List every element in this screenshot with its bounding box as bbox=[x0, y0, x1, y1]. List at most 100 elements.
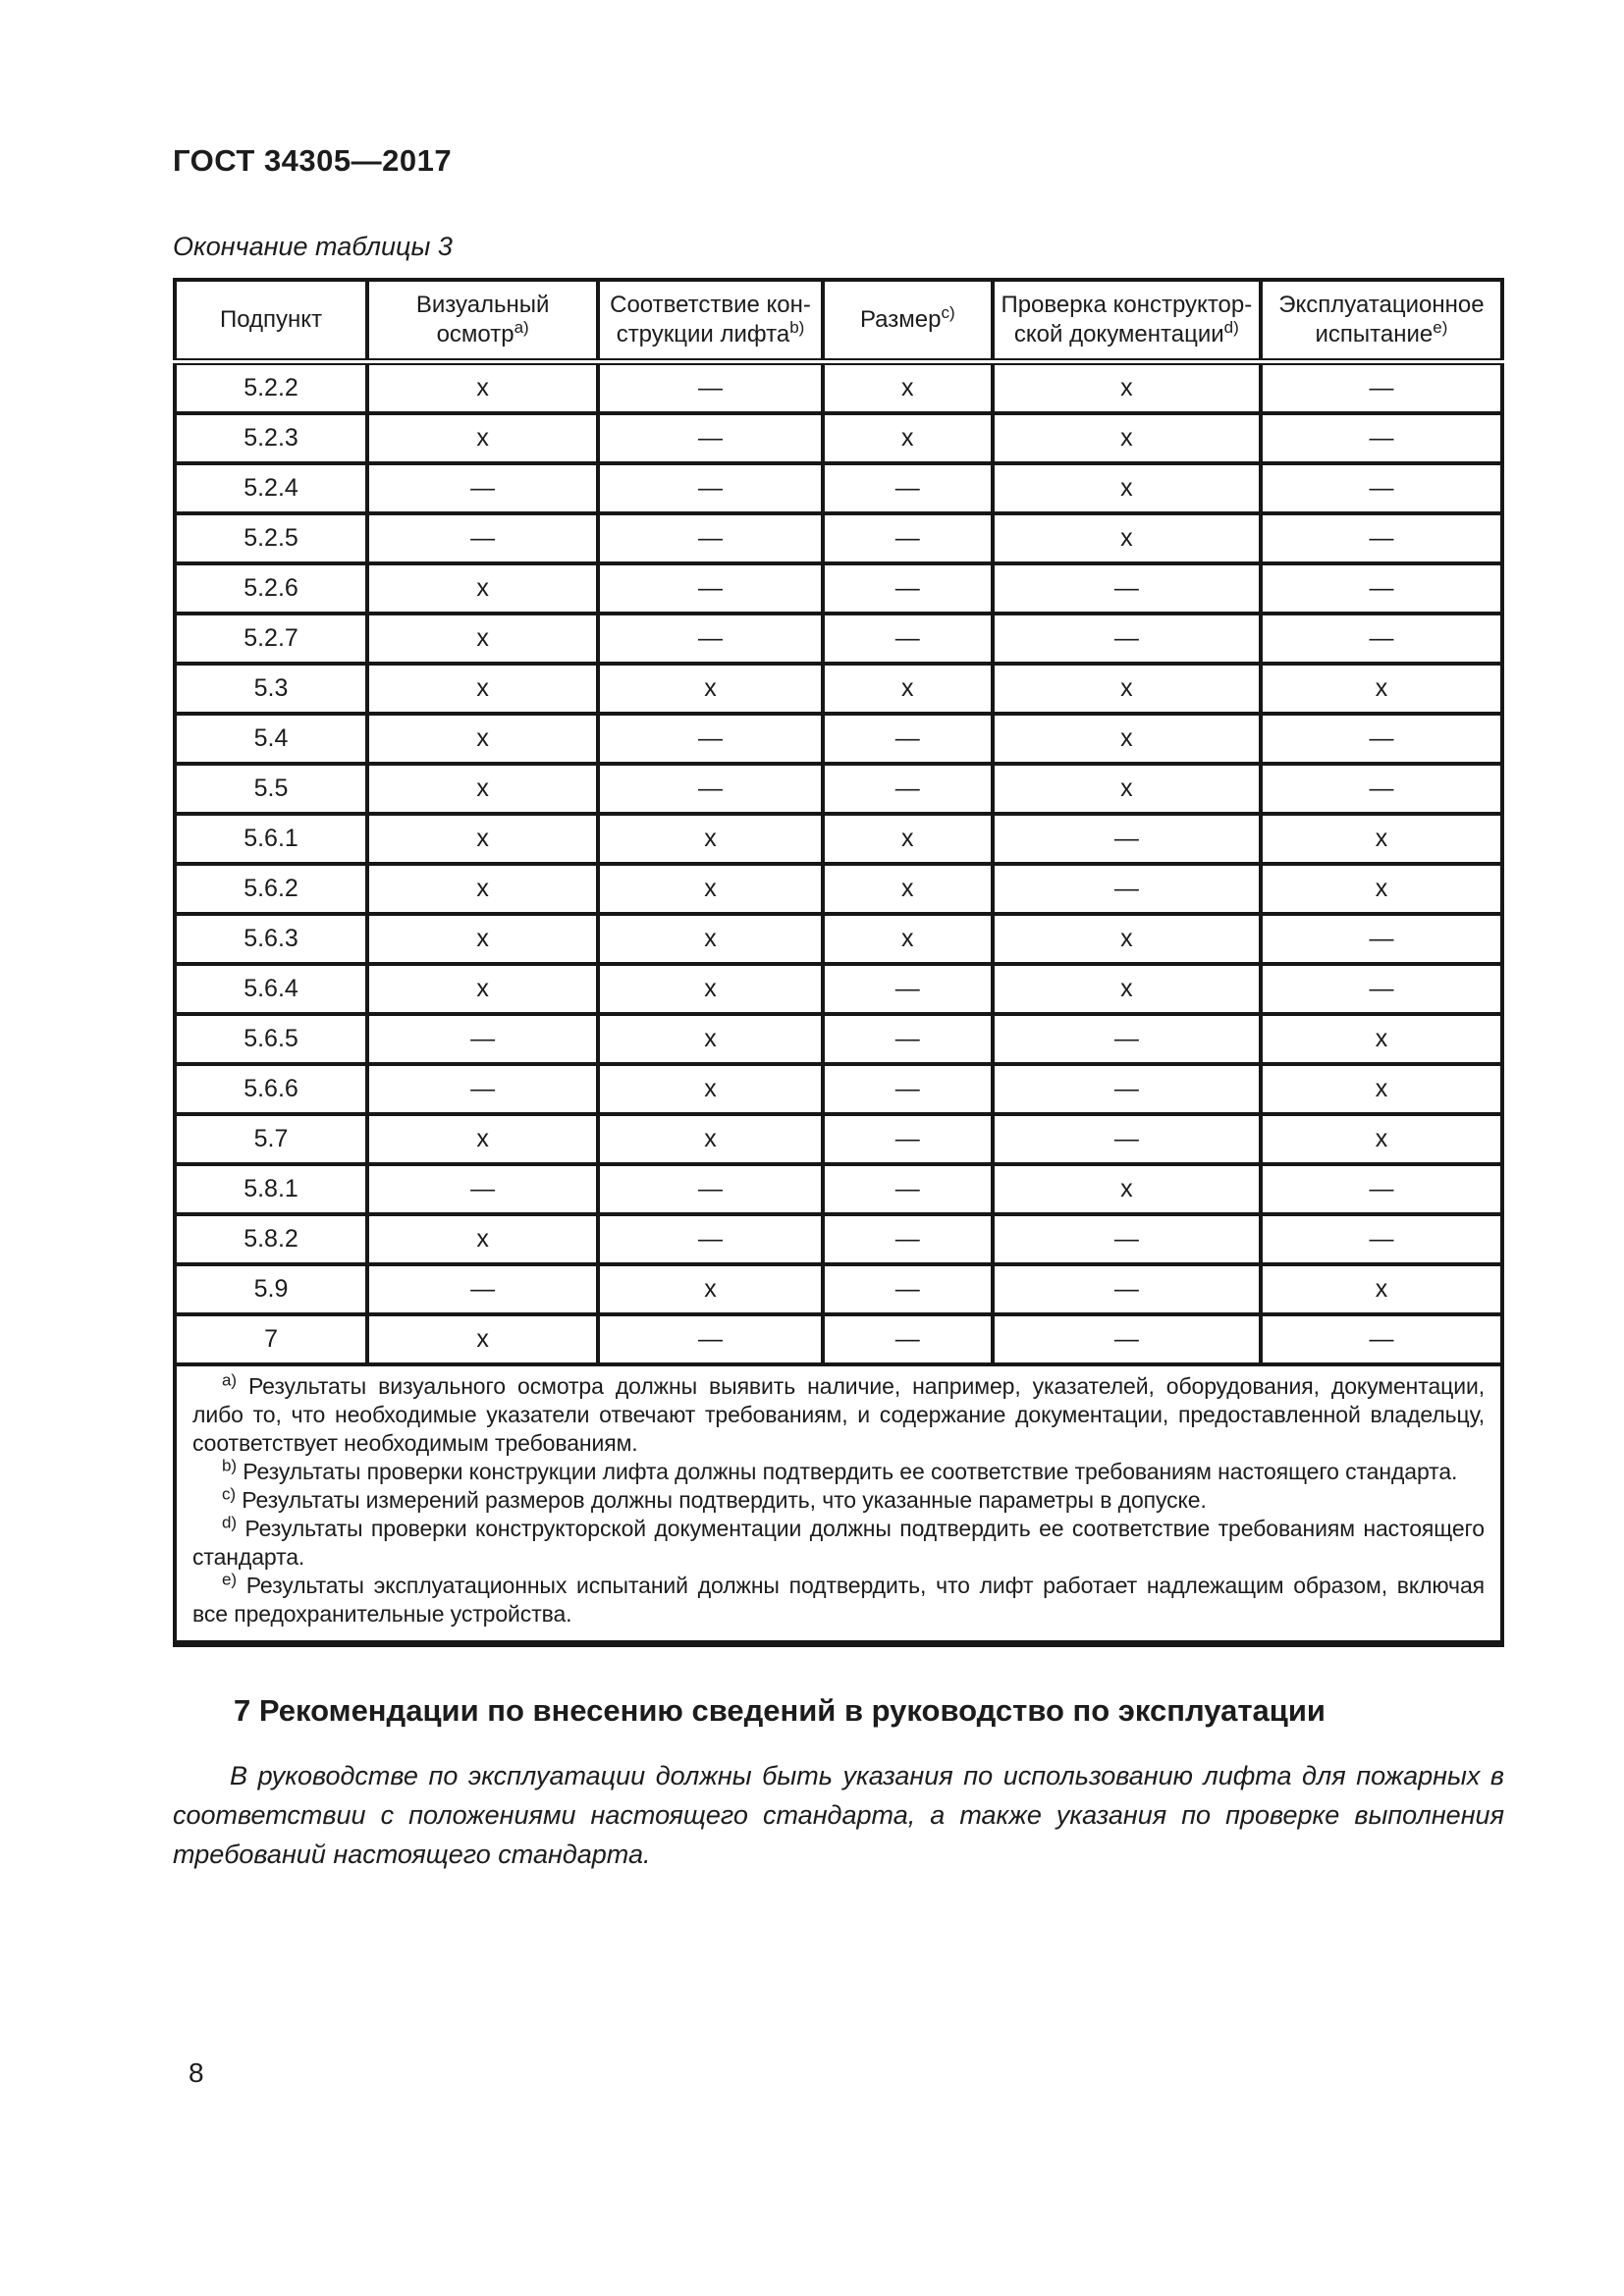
mark-cell: — bbox=[990, 1112, 1263, 1166]
mark-cell: x bbox=[820, 862, 995, 916]
table-row: 5.2.4— — — x — bbox=[172, 461, 1505, 515]
mark-cell: x bbox=[820, 359, 995, 415]
mark-cell: x bbox=[596, 1262, 825, 1316]
mark-cell: x bbox=[820, 411, 995, 465]
conformance-table: Подпункт Визуальный осмотрa) Соответствие к… bbox=[172, 278, 1505, 1647]
mark-cell: x bbox=[990, 461, 1263, 515]
table-row: 5.7 x x — — x bbox=[172, 1112, 1505, 1166]
subclause-cell: 5.2.3 bbox=[172, 411, 370, 465]
table-row: 5.2.6 x — — — — bbox=[172, 561, 1505, 615]
mark-cell: x bbox=[820, 912, 995, 966]
mark-cell: — bbox=[990, 1262, 1263, 1316]
mark-cell: — bbox=[1258, 962, 1505, 1016]
mark-cell: — bbox=[820, 762, 995, 816]
table-row: 5.2.7 x — — — — bbox=[172, 612, 1505, 666]
mark-cell: x bbox=[990, 511, 1263, 565]
mark-cell: x bbox=[596, 962, 825, 1016]
mark-cell: x bbox=[365, 712, 601, 766]
page-content: ГОСТ 34305—2017 Окончание таблицы 3 Подп… bbox=[172, 143, 1505, 1874]
mark-cell: x bbox=[596, 1012, 825, 1066]
mark-cell: — bbox=[365, 511, 601, 565]
table-row: 5.6.3 x x x x — bbox=[172, 912, 1505, 966]
table-header: Подпункт Визуальный осмотрa) Соответствие к… bbox=[172, 278, 1505, 365]
mark-cell: — bbox=[990, 812, 1263, 866]
mark-cell: x bbox=[596, 662, 825, 716]
table-header-row: Подпункт Визуальный осмотрa) Соответствие к… bbox=[172, 278, 1505, 365]
subclause-cell: 5.6.5 bbox=[172, 1012, 370, 1066]
mark-cell: — bbox=[596, 411, 825, 465]
section-heading: 7 Рекомендации по внесению сведений в ру… bbox=[234, 1693, 1326, 1728]
mark-cell: — bbox=[596, 511, 825, 565]
mark-cell: — bbox=[820, 561, 995, 615]
mark-cell: — bbox=[820, 1212, 995, 1266]
mark-cell: x bbox=[365, 1312, 601, 1366]
mark-cell: — bbox=[820, 712, 995, 766]
table-body: 5.2.2 x — x x —5.2.3 x — x x —5.2.4— — — x —5.2.5— — — x —… bbox=[172, 359, 1505, 1366]
mark-cell: x bbox=[365, 912, 601, 966]
column-header: Визуальный осмотрa) bbox=[365, 278, 601, 365]
mark-cell: x bbox=[1258, 1112, 1505, 1166]
doc-code-header: ГОСТ 34305—2017 bbox=[173, 143, 453, 178]
subclause-cell: 7 bbox=[172, 1312, 370, 1366]
mark-cell: — bbox=[596, 1162, 825, 1216]
table-caption: Окончание таблицы 3 bbox=[173, 232, 453, 261]
mark-cell: x bbox=[596, 862, 825, 916]
table-row: 5.2.5— — — x — bbox=[172, 511, 1505, 565]
mark-cell: x bbox=[990, 359, 1263, 415]
mark-cell: — bbox=[820, 1262, 995, 1316]
mark-cell: — bbox=[820, 1012, 995, 1066]
mark-cell: — bbox=[990, 1062, 1263, 1116]
mark-cell: x bbox=[365, 359, 601, 415]
column-header: Подпункт bbox=[172, 278, 370, 365]
subclause-cell: 5.2.5 bbox=[172, 511, 370, 565]
table-footnotes: a) Результаты визуального осмотра должны… bbox=[173, 1362, 1504, 1647]
subclause-cell: 5.7 bbox=[172, 1112, 370, 1166]
table-row: 5.8.1— — — x — bbox=[172, 1162, 1505, 1216]
table-row: 5.5 x — — x — bbox=[172, 762, 1505, 816]
table-row: 5.2.3 x — x x — bbox=[172, 411, 1505, 465]
mark-cell: x bbox=[596, 812, 825, 866]
mark-cell: x bbox=[365, 762, 601, 816]
mark-cell: — bbox=[820, 511, 995, 565]
column-header: Проверка конструктор-ской документацииd) bbox=[990, 278, 1263, 365]
mark-cell: — bbox=[1258, 511, 1505, 565]
mark-cell: x bbox=[820, 812, 995, 866]
mark-cell: — bbox=[1258, 1212, 1505, 1266]
subclause-cell: 5.8.2 bbox=[172, 1212, 370, 1266]
mark-cell: — bbox=[820, 1112, 995, 1166]
mark-cell: x bbox=[596, 1062, 825, 1116]
footnote: e) Результаты эксплуатационных испытаний… bbox=[192, 1570, 1485, 1627]
mark-cell: x bbox=[1258, 862, 1505, 916]
column-header: Соответствие кон-струкции лифтаb) bbox=[596, 278, 825, 365]
subclause-cell: 5.9 bbox=[172, 1262, 370, 1316]
mark-cell: — bbox=[820, 1162, 995, 1216]
mark-cell: x bbox=[820, 662, 995, 716]
subclause-cell: 5.8.1 bbox=[172, 1162, 370, 1216]
mark-cell: x bbox=[990, 962, 1263, 1016]
subclause-cell: 5.2.4 bbox=[172, 461, 370, 515]
mark-cell: x bbox=[365, 561, 601, 615]
mark-cell: — bbox=[990, 1012, 1263, 1066]
mark-cell: — bbox=[596, 612, 825, 666]
mark-cell: — bbox=[365, 1062, 601, 1116]
mark-cell: — bbox=[596, 461, 825, 515]
mark-cell: x bbox=[365, 862, 601, 916]
mark-cell: — bbox=[990, 612, 1263, 666]
subclause-cell: 5.6.6 bbox=[172, 1062, 370, 1116]
mark-cell: — bbox=[1258, 762, 1505, 816]
footnote: c) Результаты измерений размеров должны … bbox=[222, 1484, 1207, 1513]
mark-cell: x bbox=[365, 812, 601, 866]
mark-cell: — bbox=[990, 1312, 1263, 1366]
mark-cell: x bbox=[990, 411, 1263, 465]
mark-cell: — bbox=[1258, 712, 1505, 766]
mark-cell: x bbox=[990, 662, 1263, 716]
mark-cell: x bbox=[1258, 1012, 1505, 1066]
table-row: 5.4 x — — x — bbox=[172, 712, 1505, 766]
subclause-cell: 5.2.2 bbox=[172, 359, 370, 415]
table-row: 5.6.4 x x — x — bbox=[172, 962, 1505, 1016]
mark-cell: — bbox=[820, 1312, 995, 1366]
column-header: Размерc) bbox=[820, 278, 995, 365]
footnotes-row: a) Результаты визуального осмотра должны… bbox=[173, 1362, 1504, 1647]
table-row: 5.2.2 x — x x — bbox=[172, 359, 1505, 415]
